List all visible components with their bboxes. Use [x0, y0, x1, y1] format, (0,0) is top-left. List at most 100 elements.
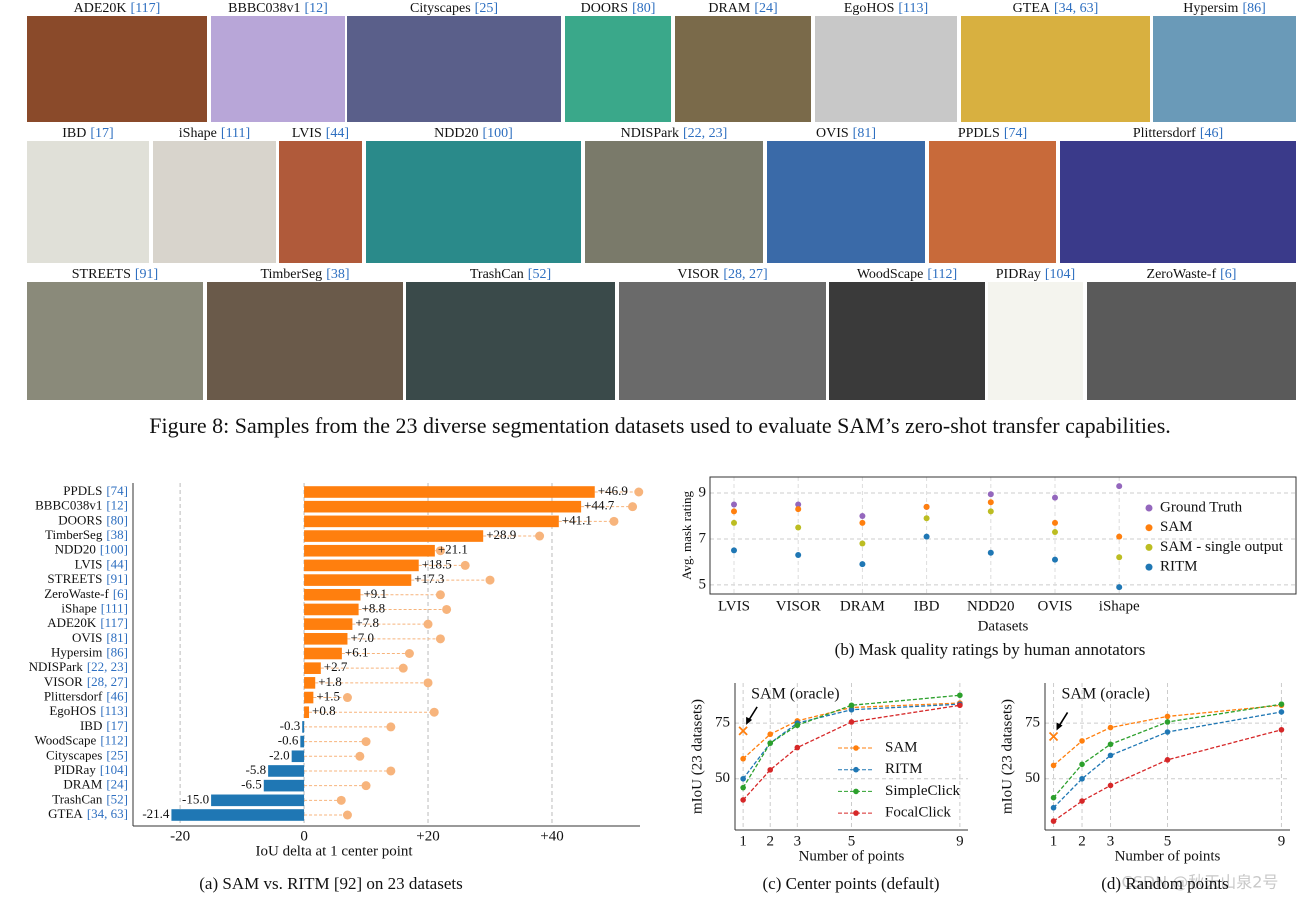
- label-ref: [17]: [90, 126, 113, 141]
- point: [957, 692, 963, 699]
- label-name: Hypersim: [51, 644, 102, 659]
- label-name: LVIS: [292, 126, 322, 141]
- label-name: Hypersim: [1183, 1, 1238, 16]
- rating-dot: [795, 524, 802, 531]
- dot: [361, 737, 371, 747]
- point: [767, 740, 774, 746]
- label-name: iShape: [61, 600, 97, 615]
- bar: [268, 765, 305, 777]
- sample-image: [565, 16, 671, 122]
- label-ref: [34, 63]: [1054, 1, 1098, 16]
- point: [794, 722, 801, 729]
- value-label: +18.5: [422, 556, 452, 571]
- dot: [386, 766, 396, 776]
- bar: [304, 603, 359, 616]
- label-name: WoodScape: [35, 733, 97, 748]
- dot: [361, 781, 371, 791]
- rating-dot: [1052, 556, 1058, 563]
- value-label: -5.8: [246, 762, 267, 777]
- point: [1050, 794, 1057, 801]
- chart-caption: (d) Random points: [1101, 874, 1229, 893]
- dot: [355, 751, 365, 761]
- bar: [304, 574, 412, 586]
- sample-image: [1060, 141, 1296, 263]
- label-ref: [117]: [131, 1, 161, 16]
- point: [767, 731, 774, 738]
- bar: [304, 618, 353, 630]
- arrow-head: [1056, 722, 1063, 731]
- chart-caption: (c) Center points (default): [762, 874, 939, 893]
- bar: [304, 691, 314, 704]
- dot: [435, 546, 445, 556]
- sample-image: [366, 141, 581, 263]
- value-label: +1.5: [316, 689, 340, 704]
- x-axis-label: IoU delta at 1 center point: [256, 843, 414, 859]
- bar: [304, 559, 419, 572]
- bar: [304, 486, 595, 498]
- sample-image: [207, 282, 403, 400]
- label-ref: [6]: [113, 586, 128, 601]
- value-label: -6.5: [241, 777, 262, 792]
- x-tick-label: IBD: [914, 598, 940, 614]
- label-ref: [12]: [305, 1, 328, 16]
- point: [1107, 782, 1114, 789]
- label-name: GTEA: [48, 806, 83, 821]
- label-ref: [111]: [221, 126, 250, 141]
- dot: [429, 707, 439, 717]
- label-ref: [46]: [1200, 126, 1223, 141]
- rating-dot: [987, 491, 994, 498]
- sample-label: DOORS [80]: [581, 1, 656, 16]
- rating-dot: [795, 506, 802, 513]
- plot-frame: [709, 476, 1297, 595]
- y-axis-label: Avg. mask rating: [679, 491, 694, 580]
- sample-image: [27, 141, 149, 263]
- label-name: PIDRay: [54, 762, 96, 777]
- value-label: -15.0: [182, 791, 209, 806]
- figure-caption: Figure 8: Samples from the 23 diverse se…: [149, 413, 1171, 438]
- label-name: TimberSeg: [260, 267, 322, 282]
- category-label: Cityscapes [25]: [46, 747, 128, 762]
- label-ref: [112]: [100, 733, 128, 748]
- annotation: SAM (oracle): [751, 686, 839, 703]
- value-label: -2.0: [269, 747, 290, 762]
- label-ref: [17]: [106, 718, 128, 733]
- point: [957, 702, 963, 709]
- sample-image: [961, 16, 1150, 122]
- point: [740, 797, 746, 803]
- label-ref: [80]: [632, 1, 655, 16]
- bar: [304, 647, 342, 660]
- sample-label: OVIS [81]: [816, 126, 876, 141]
- legend-label: RITM: [885, 761, 923, 777]
- category-label: ZeroWaste-f [6]: [44, 586, 128, 601]
- sample-label: STREETS [91]: [72, 267, 158, 282]
- label-ref: [25]: [106, 747, 128, 762]
- x-tick-label: +20: [416, 828, 439, 844]
- x-tick-label: DRAM: [840, 598, 885, 614]
- category-label: GTEA [34, 63]: [48, 806, 128, 821]
- annotation: SAM (oracle): [1062, 686, 1150, 703]
- bar: [171, 809, 305, 821]
- label-name: iShape: [179, 126, 217, 141]
- label-ref: [38]: [326, 267, 349, 282]
- category-label: Plittersdorf [46]: [44, 689, 128, 704]
- label-ref: [22, 23]: [683, 126, 727, 141]
- legend-label: SAM: [885, 739, 918, 755]
- label-ref: [100]: [483, 126, 513, 141]
- dot: [609, 516, 619, 526]
- sample-image: [675, 16, 811, 122]
- point: [1278, 701, 1285, 707]
- label-name: LVIS: [75, 556, 103, 571]
- category-label: TimberSeg [38]: [45, 527, 128, 542]
- point: [1164, 719, 1171, 725]
- sample-label: PPDLS [74]: [958, 126, 1027, 141]
- sample-image: [988, 282, 1083, 400]
- label-name: EgoHOS: [49, 703, 96, 718]
- bar: [304, 544, 435, 557]
- point: [1107, 724, 1114, 731]
- y-tick-label: 5: [699, 576, 707, 592]
- label-name: ADE20K: [47, 615, 97, 630]
- sample-label: ADE20K [117]: [74, 1, 161, 16]
- x-tick-label: iShape: [1099, 598, 1140, 614]
- sample-label: VISOR [28, 27]: [677, 267, 767, 282]
- rating-dot: [795, 552, 802, 558]
